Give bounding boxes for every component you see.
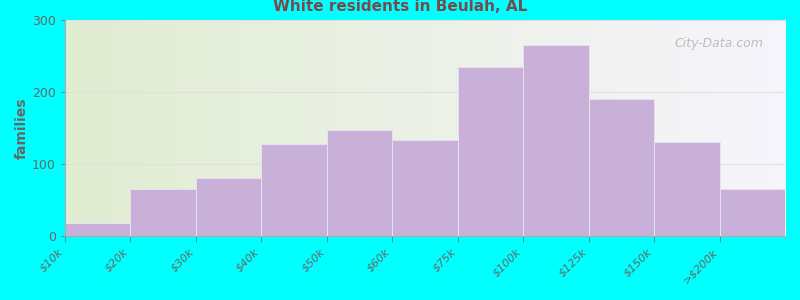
Bar [65, 223, 130, 236]
Bar [261, 144, 326, 236]
Bar [392, 140, 458, 236]
Bar [326, 130, 392, 236]
Bar [654, 142, 719, 236]
Y-axis label: families: families [15, 97, 29, 159]
Text: City-Data.com: City-Data.com [674, 37, 763, 50]
Bar [523, 45, 589, 236]
Bar [196, 178, 261, 236]
Bar [719, 189, 785, 236]
Bar [458, 67, 523, 236]
Bar [589, 99, 654, 236]
Text: White residents in Beulah, AL: White residents in Beulah, AL [273, 0, 527, 14]
Bar [130, 189, 196, 236]
